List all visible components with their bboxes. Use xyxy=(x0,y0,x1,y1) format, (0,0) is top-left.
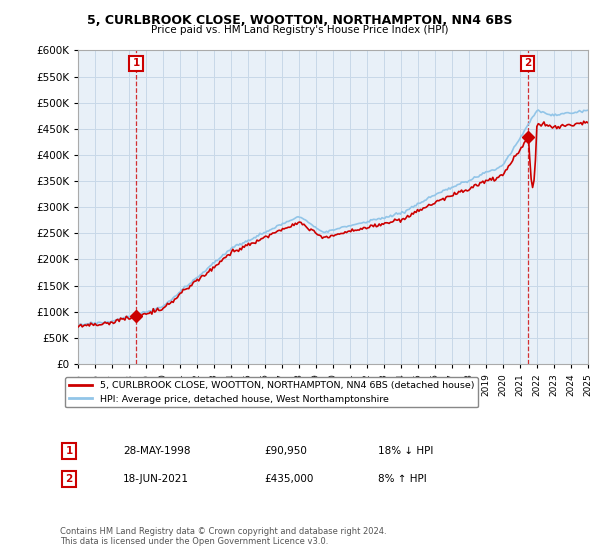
Text: 28-MAY-1998: 28-MAY-1998 xyxy=(123,446,191,456)
Text: 5, CURLBROOK CLOSE, WOOTTON, NORTHAMPTON, NN4 6BS: 5, CURLBROOK CLOSE, WOOTTON, NORTHAMPTON… xyxy=(87,14,513,27)
Text: 1: 1 xyxy=(133,58,140,68)
Text: £90,950: £90,950 xyxy=(264,446,307,456)
Text: 18% ↓ HPI: 18% ↓ HPI xyxy=(378,446,433,456)
Legend: 5, CURLBROOK CLOSE, WOOTTON, NORTHAMPTON, NN4 6BS (detached house), HPI: Average: 5, CURLBROOK CLOSE, WOOTTON, NORTHAMPTON… xyxy=(65,377,478,408)
Text: 2: 2 xyxy=(65,474,73,484)
Text: 1: 1 xyxy=(65,446,73,456)
Text: 2: 2 xyxy=(524,58,532,68)
Text: Price paid vs. HM Land Registry's House Price Index (HPI): Price paid vs. HM Land Registry's House … xyxy=(151,25,449,35)
Text: 8% ↑ HPI: 8% ↑ HPI xyxy=(378,474,427,484)
Text: Contains HM Land Registry data © Crown copyright and database right 2024.
This d: Contains HM Land Registry data © Crown c… xyxy=(60,526,386,546)
Text: 18-JUN-2021: 18-JUN-2021 xyxy=(123,474,189,484)
Text: £435,000: £435,000 xyxy=(264,474,313,484)
